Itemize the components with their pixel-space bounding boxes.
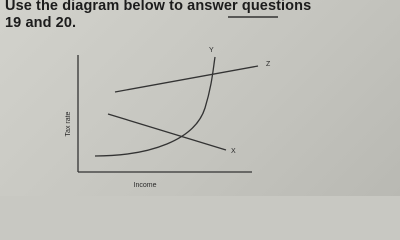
x-axis-label: Income bbox=[134, 182, 157, 189]
instruction-line: Use the diagram below to answer question… bbox=[5, 0, 312, 14]
curve-label: Y bbox=[209, 47, 214, 54]
curve-y bbox=[94, 56, 216, 157]
instruction-line: 19 and 20. bbox=[5, 15, 77, 31]
curve-label: Z bbox=[266, 61, 271, 68]
page: Use the diagram below to answer question… bbox=[0, 0, 400, 196]
curve-x bbox=[107, 113, 227, 151]
diagram: Tax rate Income Z Y X bbox=[65, 16, 278, 189]
curve-label: X bbox=[231, 148, 236, 155]
y-axis-label: Tax rate bbox=[65, 111, 72, 136]
curve-z bbox=[114, 65, 259, 93]
